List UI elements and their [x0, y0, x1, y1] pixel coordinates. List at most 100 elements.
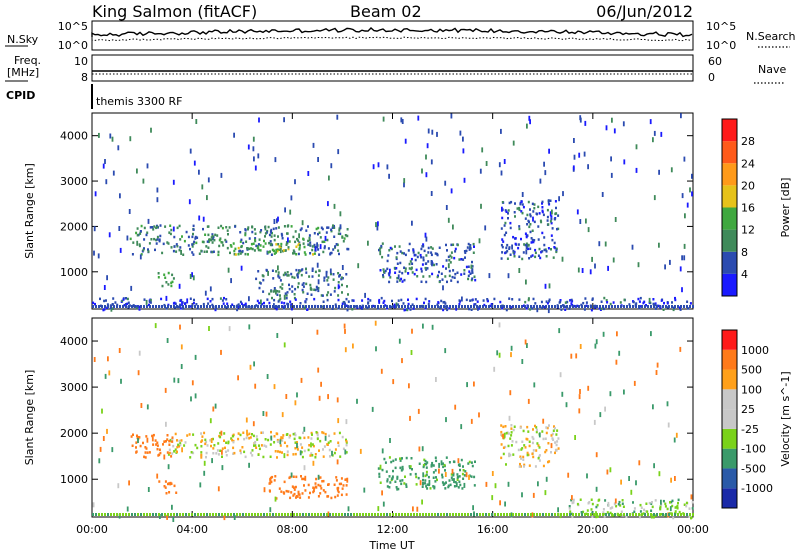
data-cell — [596, 305, 598, 308]
data-cell — [317, 226, 320, 230]
data-cell — [331, 226, 334, 229]
data-cell — [470, 475, 473, 478]
data-cell — [325, 270, 328, 274]
data-cell — [244, 228, 247, 231]
data-cell — [274, 157, 277, 163]
data-cell — [662, 305, 664, 308]
data-cell — [262, 411, 265, 416]
data-cell — [297, 239, 300, 242]
data-cell — [230, 437, 233, 440]
data-cell — [680, 113, 682, 119]
data-cell — [209, 418, 212, 424]
data-cell — [307, 483, 310, 487]
data-cell — [502, 240, 505, 243]
data-cell — [470, 308, 473, 311]
data-cell — [294, 485, 297, 489]
data-cell — [220, 430, 223, 436]
data-cell — [271, 248, 274, 252]
data-cell — [560, 308, 563, 311]
data-cell — [221, 226, 224, 230]
data-cell — [346, 308, 349, 312]
data-cell — [343, 301, 346, 304]
data-cell — [611, 305, 613, 308]
data-cell — [252, 136, 255, 142]
data-cell — [308, 238, 311, 242]
data-cell — [273, 252, 276, 255]
data-cell — [253, 156, 255, 162]
data-cell — [367, 301, 370, 304]
data-cell — [422, 465, 425, 469]
data-cell — [422, 256, 425, 259]
data-cell — [560, 513, 562, 516]
data-cell — [401, 119, 404, 124]
data-cell — [345, 440, 348, 443]
data-cell — [175, 250, 178, 253]
data-cell — [101, 408, 103, 414]
data-cell — [578, 394, 581, 400]
data-cell — [177, 443, 180, 447]
data-cell — [317, 279, 320, 285]
data-cell — [386, 480, 389, 483]
data-cell — [615, 504, 618, 508]
data-cell — [536, 305, 538, 308]
data-cell — [403, 482, 406, 485]
data-cell — [179, 238, 182, 241]
data-cell — [533, 382, 536, 388]
data-cell — [668, 513, 670, 516]
data-cell — [262, 455, 265, 459]
data-cell — [275, 243, 278, 246]
data-cell — [421, 485, 424, 488]
data-cell — [526, 451, 529, 455]
data-cell — [234, 247, 237, 251]
data-cell — [266, 305, 268, 308]
data-cell — [272, 305, 274, 308]
data-cell — [491, 513, 493, 516]
data-cell — [305, 305, 307, 308]
data-cell — [681, 255, 683, 261]
data-cell — [425, 262, 428, 265]
noise-tick-left-bottom: 10^0 — [58, 39, 88, 52]
data-cell — [244, 302, 247, 306]
data-cell — [463, 272, 466, 275]
data-cell — [416, 305, 418, 308]
data-cell — [156, 197, 159, 203]
colorbar-tick-label: -25 — [741, 423, 759, 436]
freq-tick-top: 10 — [74, 55, 88, 68]
data-cell — [332, 224, 334, 227]
data-cell — [145, 435, 148, 438]
data-cell — [563, 305, 565, 308]
data-cell — [251, 247, 254, 251]
data-cell — [273, 435, 276, 438]
data-cell — [295, 245, 298, 248]
data-cell — [175, 243, 178, 246]
data-cell — [212, 406, 215, 412]
data-cell — [335, 305, 337, 308]
data-cell — [602, 508, 605, 511]
data-cell — [401, 305, 403, 308]
data-cell — [308, 243, 311, 247]
data-cell — [328, 448, 331, 452]
data-cell — [113, 513, 115, 516]
nsky-series — [91, 27, 693, 38]
data-cell — [192, 228, 195, 231]
data-cell — [522, 429, 525, 433]
data-cell — [412, 249, 415, 252]
data-cell — [648, 297, 651, 303]
data-cell — [264, 232, 267, 235]
data-cell — [314, 453, 317, 456]
data-cell — [498, 352, 501, 358]
data-cell — [400, 298, 403, 302]
data-cell — [181, 447, 183, 453]
data-cell — [364, 292, 366, 298]
data-cell — [228, 226, 231, 229]
data-cell — [388, 280, 391, 284]
data-cell — [251, 305, 253, 308]
data-cell — [424, 463, 427, 466]
data-cell — [149, 226, 152, 229]
data-cell — [550, 217, 553, 221]
data-cell — [434, 305, 436, 308]
data-cell — [181, 235, 183, 238]
data-cell — [554, 451, 556, 455]
data-cell — [570, 512, 573, 516]
data-cell — [547, 199, 550, 205]
